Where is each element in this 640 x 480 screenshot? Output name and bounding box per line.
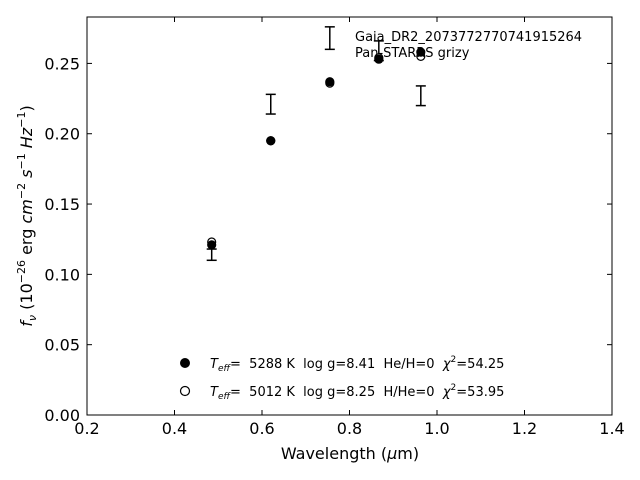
x-tick-label: 1.4 bbox=[599, 419, 624, 438]
tick-labels: 0.2 0.4 0.6 0.8 1.0 1.2 1.4 0.00 0.05 0.10 0.15 0.2… bbox=[44, 54, 624, 438]
y-tick-label: 0.25 bbox=[44, 54, 80, 73]
y-tick-label: 0.05 bbox=[44, 336, 80, 355]
y-tick-label: 0.00 bbox=[44, 406, 80, 425]
legend-marker-filled bbox=[180, 358, 190, 368]
y-tick-label: 0.20 bbox=[44, 125, 80, 144]
filled-model-point bbox=[374, 54, 384, 64]
x-axis-label: Wavelength (μm) bbox=[281, 444, 419, 463]
observed-errorbars bbox=[206, 26, 426, 262]
x-tick-label: 1.0 bbox=[424, 419, 449, 438]
annotation-survey: Pan-STARRS grizy bbox=[355, 46, 470, 61]
annotation-object-id: Gaia_DR2_2073772770741915264 bbox=[355, 30, 582, 45]
model-markers bbox=[207, 47, 426, 250]
filled-model-point bbox=[325, 77, 335, 87]
y-tick-label: 0.15 bbox=[44, 195, 80, 214]
plot-frame bbox=[86, 16, 613, 416]
x-tick-label: 0.8 bbox=[337, 419, 362, 438]
y-tick-label: 0.10 bbox=[44, 265, 80, 284]
axis-ticks bbox=[86, 17, 613, 416]
legend-entry-1: Teff= 5288 K log g=8.41 He/H=0 χ2=54.25 bbox=[210, 355, 504, 374]
legend-marker-open bbox=[179, 385, 191, 397]
filled-model-point bbox=[266, 136, 276, 146]
y-axis-label: fν (10−26 erg cm−2 s−1 Hz−1) bbox=[15, 105, 39, 326]
x-tick-label: 0.6 bbox=[249, 419, 274, 438]
filled-model-point bbox=[416, 47, 426, 57]
legend-entry-2: Teff= 5012 K log g=8.25 H/He=0 χ2=53.95 bbox=[210, 383, 504, 402]
filled-model-point bbox=[207, 240, 217, 250]
x-tick-label: 0.2 bbox=[74, 419, 99, 438]
x-tick-label: 1.2 bbox=[512, 419, 537, 438]
x-tick-label: 0.4 bbox=[162, 419, 187, 438]
